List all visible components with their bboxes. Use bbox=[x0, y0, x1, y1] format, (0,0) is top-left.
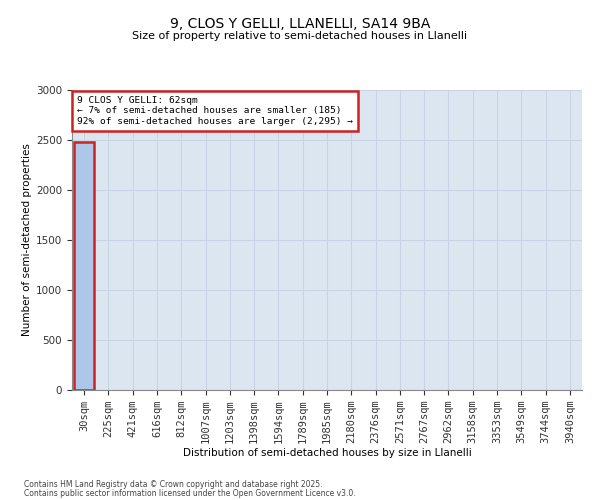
Text: Contains HM Land Registry data © Crown copyright and database right 2025.: Contains HM Land Registry data © Crown c… bbox=[24, 480, 323, 489]
Text: 9, CLOS Y GELLI, LLANELLI, SA14 9BA: 9, CLOS Y GELLI, LLANELLI, SA14 9BA bbox=[170, 18, 430, 32]
Bar bbox=[74, 142, 94, 390]
Text: Contains public sector information licensed under the Open Government Licence v3: Contains public sector information licen… bbox=[24, 488, 356, 498]
Text: Size of property relative to semi-detached houses in Llanelli: Size of property relative to semi-detach… bbox=[133, 31, 467, 41]
Text: 9 CLOS Y GELLI: 62sqm
← 7% of semi-detached houses are smaller (185)
92% of semi: 9 CLOS Y GELLI: 62sqm ← 7% of semi-detac… bbox=[77, 96, 353, 126]
X-axis label: Distribution of semi-detached houses by size in Llanelli: Distribution of semi-detached houses by … bbox=[182, 448, 472, 458]
Y-axis label: Number of semi-detached properties: Number of semi-detached properties bbox=[22, 144, 32, 336]
